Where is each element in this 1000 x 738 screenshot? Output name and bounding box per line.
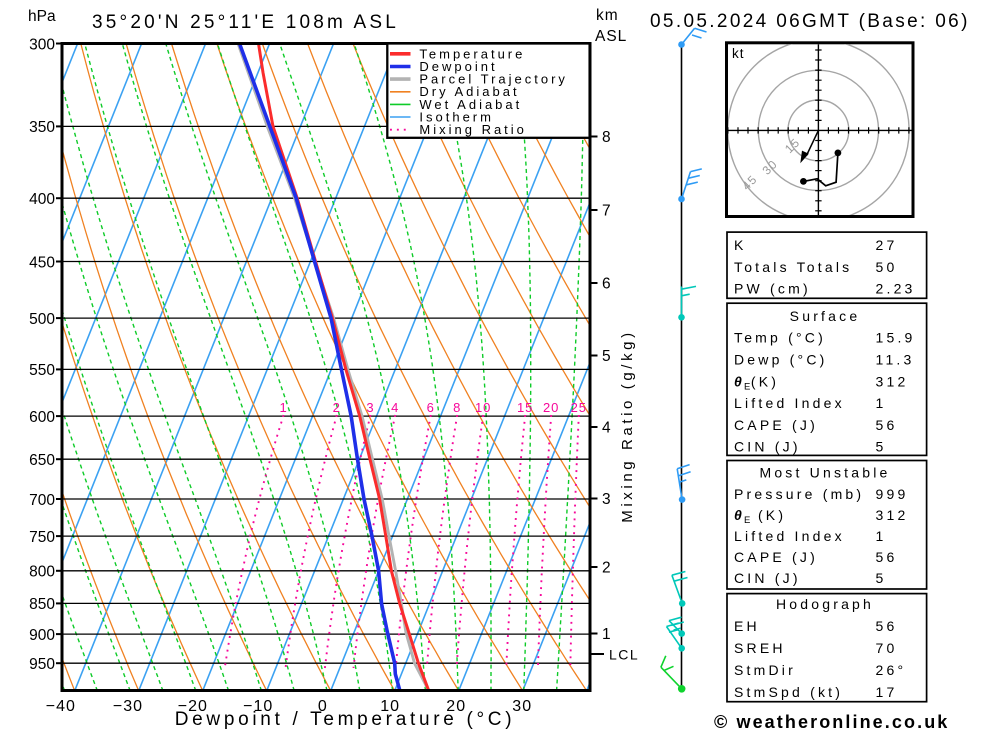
- svg-text:Lifted Index: Lifted Index: [734, 528, 845, 544]
- svg-text:450: 450: [29, 254, 55, 271]
- svg-text:Lifted Index: Lifted Index: [734, 395, 845, 411]
- svg-text:Temp (°C): Temp (°C): [734, 330, 826, 346]
- svg-text:350: 350: [29, 119, 55, 136]
- svg-text:950: 950: [29, 656, 55, 673]
- svg-text:26°: 26°: [876, 662, 907, 678]
- svg-text:SREH: SREH: [734, 640, 786, 656]
- svg-text:15: 15: [517, 400, 533, 415]
- svg-text:Pressure (mb): Pressure (mb): [734, 486, 864, 502]
- svg-text:7: 7: [602, 203, 611, 220]
- svg-text:27: 27: [876, 237, 898, 253]
- svg-text:CAPE (J): CAPE (J): [734, 549, 818, 565]
- svg-text:11.3: 11.3: [876, 352, 915, 368]
- svg-text:2: 2: [602, 560, 611, 577]
- svg-text:850: 850: [29, 596, 55, 613]
- svg-text:56: 56: [876, 549, 898, 565]
- svg-text:312: 312: [876, 507, 909, 523]
- svg-text:CIN (J): CIN (J): [734, 439, 801, 455]
- svg-text:900: 900: [29, 627, 55, 644]
- svg-text:35°20'N 25°11'E 108m ASL: 35°20'N 25°11'E 108m ASL: [92, 12, 399, 33]
- svg-text:1: 1: [279, 400, 287, 415]
- svg-text:8: 8: [453, 400, 461, 415]
- svg-text:3: 3: [366, 400, 374, 415]
- svg-text:10: 10: [475, 400, 491, 415]
- svg-text:17: 17: [876, 684, 898, 700]
- svg-text:2: 2: [333, 400, 341, 415]
- svg-text:30: 30: [512, 698, 532, 715]
- svg-text:Totals Totals: Totals Totals: [734, 259, 852, 275]
- svg-text:Mixing Ratio (g/kg): Mixing Ratio (g/kg): [619, 329, 636, 522]
- svg-text:Mixing Ratio: Mixing Ratio: [419, 122, 527, 137]
- svg-text:1: 1: [876, 528, 887, 544]
- svg-text:312: 312: [876, 373, 909, 389]
- svg-text:EH: EH: [734, 618, 760, 634]
- svg-text:LCL: LCL: [609, 647, 639, 663]
- svg-text:70: 70: [876, 640, 898, 656]
- svg-text:kt: kt: [732, 46, 745, 61]
- svg-text:2.23: 2.23: [876, 281, 916, 297]
- svg-text:8: 8: [602, 129, 611, 146]
- svg-text:StmSpd (kt): StmSpd (kt): [734, 684, 843, 700]
- svg-text:50: 50: [876, 259, 898, 275]
- svg-text:3: 3: [602, 491, 611, 508]
- svg-text:650: 650: [29, 452, 55, 469]
- svg-text:5: 5: [876, 570, 887, 586]
- svg-text:CAPE (J): CAPE (J): [734, 417, 818, 433]
- svg-text:999: 999: [876, 486, 909, 502]
- svg-text:25: 25: [571, 400, 587, 415]
- svg-text:Dewpoint / Temperature (°C): Dewpoint / Temperature (°C): [175, 709, 516, 730]
- svg-text:550: 550: [29, 362, 55, 379]
- svg-text:400: 400: [29, 191, 55, 208]
- svg-text:−30: −30: [113, 698, 143, 715]
- svg-text:Most Unstable: Most Unstable: [759, 465, 890, 481]
- svg-text:Dewp (°C): Dewp (°C): [734, 352, 828, 368]
- svg-text:© weatheronline.co.uk: © weatheronline.co.uk: [714, 712, 949, 732]
- svg-text:6: 6: [427, 400, 435, 415]
- svg-text:750: 750: [29, 529, 55, 546]
- svg-text:CIN (J): CIN (J): [734, 570, 801, 586]
- svg-text:1: 1: [876, 395, 887, 411]
- svg-text:5: 5: [876, 439, 887, 455]
- svg-text:56: 56: [876, 618, 898, 634]
- svg-text:ASL: ASL: [595, 28, 627, 45]
- svg-text:700: 700: [29, 492, 55, 509]
- svg-text:4: 4: [391, 400, 399, 415]
- svg-text:PW (cm): PW (cm): [734, 281, 811, 297]
- svg-text:56: 56: [876, 417, 898, 433]
- svg-text:1: 1: [602, 626, 611, 643]
- svg-text:20: 20: [543, 400, 559, 415]
- svg-text:StmDir: StmDir: [734, 662, 796, 678]
- svg-text:6: 6: [602, 276, 611, 293]
- svg-text:800: 800: [29, 564, 55, 581]
- svg-text:15.9: 15.9: [876, 330, 916, 346]
- svg-text:500: 500: [29, 311, 55, 328]
- svg-text:hPa: hPa: [28, 8, 56, 25]
- svg-text:4: 4: [602, 420, 611, 437]
- svg-text:600: 600: [29, 409, 55, 426]
- svg-text:−40: −40: [46, 698, 76, 715]
- svg-text:K: K: [734, 237, 747, 253]
- svg-text:km: km: [596, 7, 619, 24]
- svg-text:Surface: Surface: [790, 308, 861, 324]
- svg-text:Hodograph: Hodograph: [776, 596, 874, 612]
- svg-text:300: 300: [29, 36, 55, 53]
- svg-text:5: 5: [602, 348, 611, 365]
